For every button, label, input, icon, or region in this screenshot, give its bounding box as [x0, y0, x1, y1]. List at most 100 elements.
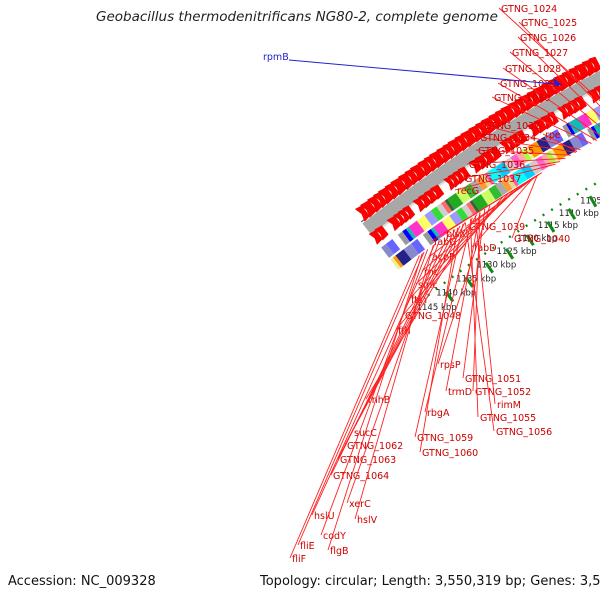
gene-leader-line [471, 177, 535, 248]
reverse-gene-arrow [429, 184, 445, 200]
reverse-gene-arrow [540, 114, 555, 130]
gene-label: rnc [424, 267, 439, 278]
forward-gene-arrow [409, 163, 427, 182]
gene-label: hslU [314, 511, 335, 522]
gene-leader-line [498, 7, 600, 102]
gene-leader-line [475, 149, 571, 156]
gene-leader-line [464, 222, 495, 432]
cog-block [433, 221, 450, 238]
forward-gene-arrow [513, 97, 528, 115]
forward-gene-arrow [581, 59, 597, 77]
cog-block [484, 172, 495, 185]
gene-label: GTNG_1027 [512, 48, 568, 59]
gene-label: GTNG_1032 [484, 121, 540, 132]
gene-leader-line [491, 96, 592, 144]
reverse-gene-arrow [447, 173, 461, 188]
cog-block [441, 215, 457, 232]
backbone-ring [362, 70, 600, 235]
gene-label: GTNG_1029 [500, 79, 556, 90]
forward-gene-arrow [377, 187, 395, 205]
cog-block [488, 184, 503, 200]
forward-gene-arrow [428, 150, 446, 169]
cog-block [503, 157, 518, 173]
cog-block [440, 200, 453, 214]
cog-block [586, 127, 598, 141]
forward-gene-arrow [547, 78, 562, 95]
cog-block [397, 231, 411, 246]
forward-gene-arrow [553, 73, 570, 92]
gene-leader-line [462, 208, 486, 379]
forward-gene-arrow [500, 104, 517, 123]
cog-block [461, 204, 474, 219]
forward-gene-arrow [397, 172, 414, 191]
forward-gene-arrow [447, 138, 464, 157]
gene-leader-line [469, 218, 479, 418]
forward-gene-arrow [417, 159, 433, 177]
cog-block [427, 229, 439, 243]
forward-gene-arrow [474, 121, 490, 139]
cog-block [516, 150, 528, 165]
gene-leader-line [424, 217, 473, 413]
scale-tick [484, 261, 494, 274]
gene-label: GTNG_1052 [475, 387, 531, 398]
scale-tick [546, 221, 556, 233]
gene-label: rimM [497, 400, 521, 411]
reverse-gene-arrow [556, 105, 570, 121]
gene-leader-line [289, 255, 420, 559]
cog-block [436, 203, 449, 218]
cog-block [430, 206, 444, 222]
cog-block [447, 192, 464, 210]
gene-label: smc [418, 280, 437, 291]
gene-leader-line [354, 244, 434, 520]
gene-leader-line [497, 82, 598, 141]
cog-block [568, 117, 585, 134]
scale-tick [525, 234, 535, 246]
reverse-gene-arrow [503, 136, 517, 152]
forward-gene-arrow [573, 62, 590, 81]
gene-leader-line [481, 124, 581, 151]
gene-label: GTNG_1060 [422, 448, 478, 459]
reverse-gene-arrow [499, 140, 512, 155]
cog-block [585, 109, 600, 125]
cog-block [417, 234, 431, 250]
gene-leader-line [320, 249, 429, 536]
gene-label: GTNG_1056 [496, 427, 552, 438]
scale-tick-label: 1105 kbp [580, 197, 600, 207]
gene-leader-line [395, 196, 503, 331]
cog-block [511, 168, 528, 185]
cog-block [549, 149, 559, 163]
gene-label: GTNG_1048 [405, 311, 461, 322]
cog-block [552, 144, 568, 161]
gene-label: GTNG_1035 [478, 146, 534, 157]
cog-block [582, 129, 594, 144]
scale-tick [588, 195, 598, 208]
scale-tick-label: 1145 kbp [417, 303, 457, 313]
rna-pointer-icon [552, 77, 562, 87]
gene-label: rbgA [427, 408, 450, 419]
cog-block [402, 228, 414, 242]
reverse-gene-arrow [417, 193, 432, 209]
gene-leader-line [511, 175, 538, 239]
gene-label: GTNG_1059 [417, 433, 473, 444]
gene-label: hslV [357, 515, 378, 526]
forward-gene-arrow [423, 155, 439, 172]
cog-block [520, 148, 532, 162]
cog-block [480, 189, 496, 205]
forward-gene-arrow [359, 200, 377, 218]
forward-gene-arrow [404, 168, 420, 186]
cog-block [577, 112, 593, 129]
scale-tick-label: 1135 kbp [456, 275, 496, 285]
cog-block [545, 150, 557, 165]
gene-label: codY [323, 531, 346, 542]
reverse-gene-arrow [386, 215, 402, 232]
forward-gene-arrow [442, 143, 457, 160]
forward-gene-arrow [435, 146, 452, 164]
cog-block [390, 257, 401, 270]
cog-block [395, 249, 412, 266]
reverse-gene-arrow [533, 118, 548, 134]
gene-label: rpe [545, 130, 561, 141]
cog-block [416, 215, 432, 232]
cog-block [536, 136, 551, 153]
gene-label: xerC [349, 499, 371, 510]
